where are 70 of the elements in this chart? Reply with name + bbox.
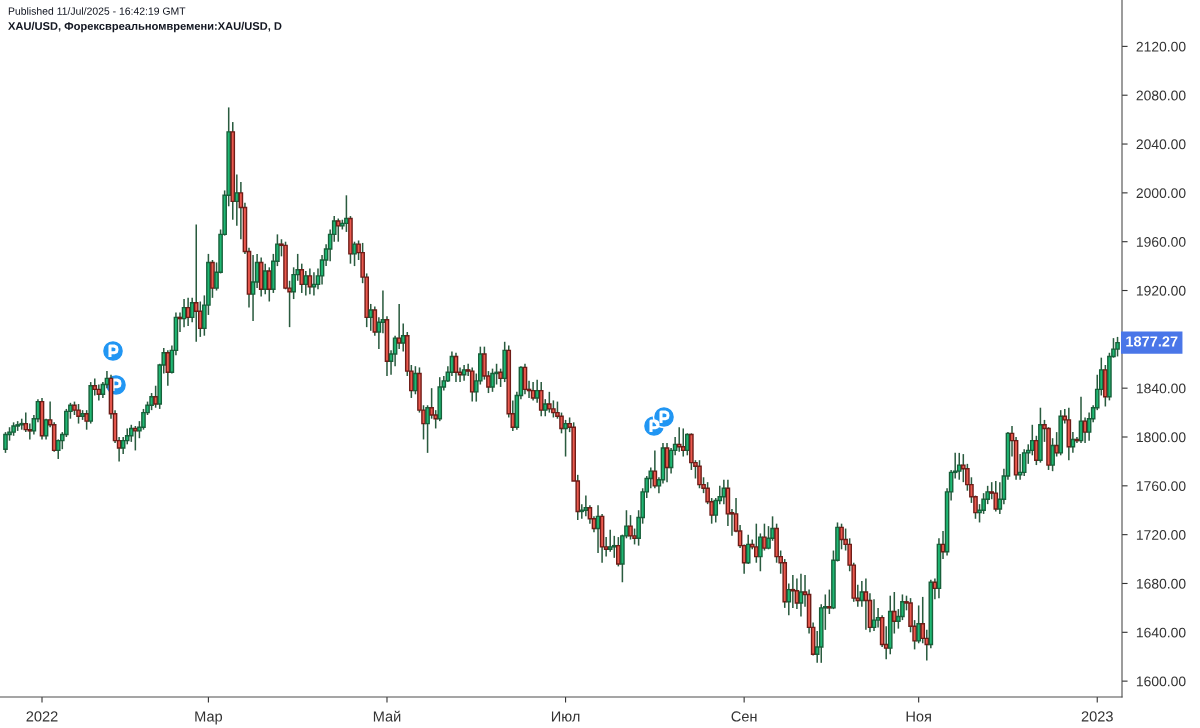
y-tick-label: 1720.00 bbox=[1136, 529, 1186, 540]
candlestick bbox=[303, 270, 309, 297]
x-tick-label: Июл bbox=[551, 711, 580, 722]
candlestick bbox=[1054, 431, 1059, 458]
candlestick bbox=[530, 381, 536, 402]
candlestick bbox=[469, 366, 475, 403]
y-tick-label: 1680.00 bbox=[1136, 578, 1186, 589]
candlestick bbox=[956, 452, 962, 481]
candlestick bbox=[234, 173, 240, 227]
candlestick bbox=[583, 494, 589, 518]
candlestick bbox=[798, 572, 804, 618]
y-tick-label: 1600.00 bbox=[1136, 676, 1186, 687]
candlestick bbox=[1082, 416, 1088, 444]
x-tick-label: Мар bbox=[195, 711, 223, 725]
x-tick-label: Сен bbox=[731, 711, 757, 722]
candlestick bbox=[827, 588, 832, 615]
candlestick bbox=[1021, 448, 1027, 477]
candlestick bbox=[76, 403, 81, 425]
candlestick bbox=[133, 425, 138, 452]
candlestick bbox=[628, 514, 633, 541]
candlestick bbox=[871, 598, 877, 632]
candlestick bbox=[616, 536, 621, 568]
y-tick-label: 2080.00 bbox=[1136, 90, 1186, 101]
x-tick-label: Ноя bbox=[906, 711, 931, 722]
candlestick bbox=[396, 303, 402, 350]
candlestick bbox=[262, 262, 268, 295]
candlestick bbox=[547, 391, 552, 414]
y-tick-label: 2040.00 bbox=[1136, 139, 1186, 150]
annotation: Published 11/Jul/2025 - 16:42:19 GMT bbox=[8, 7, 186, 15]
candlestick bbox=[762, 522, 767, 552]
y-tick-label: 2120.00 bbox=[1136, 41, 1186, 52]
candlestick bbox=[680, 427, 686, 458]
candlestick bbox=[153, 384, 158, 409]
candlestick bbox=[1115, 336, 1120, 358]
candlestick bbox=[1017, 453, 1023, 481]
candlestick bbox=[311, 271, 317, 297]
candlestick bbox=[335, 217, 341, 243]
candlestick bbox=[3, 431, 8, 454]
candlestick bbox=[721, 478, 727, 505]
text: XAU/USD, Форексвреальномвремени:XAU/USD, D bbox=[8, 21, 282, 33]
candlestick bbox=[538, 381, 544, 418]
candlestick bbox=[92, 377, 98, 397]
y-tick-label: 1960.00 bbox=[1136, 237, 1186, 247]
text: 1877.27 bbox=[1126, 336, 1178, 347]
candlestick bbox=[563, 419, 568, 458]
candlestick bbox=[250, 254, 256, 322]
candlestick bbox=[993, 480, 999, 513]
candlestick bbox=[490, 367, 495, 393]
candlestick bbox=[697, 459, 702, 490]
x-tick-label: 2023 bbox=[1081, 711, 1113, 722]
candlestick bbox=[84, 409, 89, 431]
x-tick-label: Май bbox=[373, 710, 401, 722]
candlestick bbox=[193, 223, 199, 343]
candlestick bbox=[307, 267, 313, 295]
y-tick-label: 1920.00 bbox=[1136, 285, 1186, 296]
y-tick-label: 1640.00 bbox=[1136, 627, 1186, 638]
candlestick bbox=[652, 449, 658, 490]
y-tick-label: 1760.00 bbox=[1136, 481, 1186, 491]
y-tick-label: 2000.00 bbox=[1136, 188, 1186, 199]
candlestick bbox=[368, 303, 374, 332]
candlestick bbox=[266, 266, 272, 303]
candlestick bbox=[839, 522, 844, 551]
y-tick-label: 1840.00 bbox=[1136, 383, 1186, 394]
y-tick-label: 1800.00 bbox=[1136, 432, 1186, 443]
candlestick bbox=[863, 577, 869, 631]
candlestick bbox=[352, 240, 357, 267]
candlestick bbox=[859, 580, 865, 608]
x-tick-label: 2022 bbox=[26, 711, 58, 722]
candlestick bbox=[891, 591, 897, 635]
candlestick bbox=[534, 378, 540, 404]
